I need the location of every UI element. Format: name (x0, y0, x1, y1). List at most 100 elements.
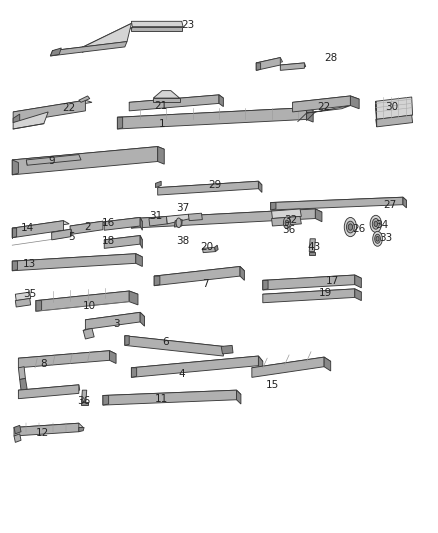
Polygon shape (271, 197, 406, 206)
Polygon shape (215, 245, 218, 252)
Text: 12: 12 (36, 428, 49, 438)
Text: 20: 20 (200, 243, 213, 252)
Polygon shape (12, 221, 69, 231)
Polygon shape (256, 58, 283, 67)
Polygon shape (79, 427, 84, 432)
Text: 5: 5 (68, 232, 75, 241)
Polygon shape (12, 254, 142, 264)
Polygon shape (376, 97, 413, 119)
Polygon shape (18, 351, 110, 368)
Polygon shape (315, 209, 322, 222)
Polygon shape (129, 291, 138, 305)
Polygon shape (103, 390, 241, 400)
Polygon shape (263, 280, 268, 290)
Polygon shape (256, 58, 280, 70)
Ellipse shape (285, 220, 289, 225)
Polygon shape (13, 114, 20, 123)
Polygon shape (188, 213, 202, 221)
Polygon shape (258, 356, 263, 371)
Polygon shape (18, 367, 25, 379)
Polygon shape (104, 217, 140, 230)
Polygon shape (13, 100, 85, 123)
Polygon shape (350, 96, 359, 109)
Text: 33: 33 (379, 233, 392, 243)
Polygon shape (154, 266, 240, 286)
Polygon shape (12, 147, 164, 163)
Polygon shape (81, 402, 88, 405)
Polygon shape (83, 328, 94, 339)
Polygon shape (140, 236, 142, 248)
Text: 26: 26 (353, 224, 366, 234)
Text: 10: 10 (83, 301, 96, 311)
Polygon shape (153, 98, 180, 102)
Text: 16: 16 (102, 218, 115, 228)
Polygon shape (263, 275, 361, 284)
Polygon shape (258, 181, 262, 192)
Polygon shape (36, 291, 129, 311)
Text: 6: 6 (162, 337, 169, 347)
Polygon shape (280, 63, 306, 69)
Text: 3: 3 (113, 319, 120, 329)
Polygon shape (12, 228, 17, 238)
Polygon shape (129, 95, 223, 106)
Ellipse shape (348, 224, 353, 230)
Ellipse shape (344, 217, 357, 237)
Polygon shape (70, 221, 103, 235)
Polygon shape (12, 147, 158, 175)
Polygon shape (174, 220, 182, 227)
Polygon shape (85, 312, 140, 329)
Polygon shape (307, 108, 313, 122)
Polygon shape (53, 23, 131, 51)
Polygon shape (293, 96, 359, 106)
Polygon shape (403, 197, 406, 208)
Polygon shape (50, 42, 127, 56)
Polygon shape (13, 100, 92, 114)
Polygon shape (104, 217, 142, 226)
Polygon shape (376, 115, 413, 127)
Polygon shape (18, 385, 79, 399)
Text: 15: 15 (266, 380, 279, 390)
Text: 18: 18 (102, 236, 115, 246)
Polygon shape (15, 298, 31, 307)
Polygon shape (131, 21, 183, 27)
Polygon shape (293, 96, 350, 112)
Polygon shape (256, 63, 261, 70)
Polygon shape (13, 112, 48, 129)
Polygon shape (129, 95, 219, 111)
Polygon shape (131, 356, 263, 373)
Polygon shape (52, 229, 71, 240)
Ellipse shape (283, 217, 290, 229)
Text: 32: 32 (285, 215, 298, 224)
Polygon shape (103, 390, 237, 405)
Text: 9: 9 (48, 156, 55, 166)
Polygon shape (166, 214, 191, 224)
Polygon shape (237, 390, 241, 404)
Polygon shape (355, 289, 361, 301)
Polygon shape (271, 203, 276, 210)
Polygon shape (85, 312, 145, 324)
Polygon shape (355, 275, 361, 288)
Polygon shape (36, 301, 42, 311)
Polygon shape (12, 221, 64, 238)
Text: 7: 7 (201, 279, 208, 288)
Polygon shape (20, 378, 27, 390)
Polygon shape (136, 254, 142, 266)
Text: 36: 36 (283, 225, 296, 235)
Polygon shape (125, 336, 223, 356)
Polygon shape (104, 236, 140, 248)
Text: 4: 4 (178, 369, 185, 379)
Text: 29: 29 (208, 181, 221, 190)
Polygon shape (149, 216, 167, 226)
Polygon shape (131, 356, 258, 377)
Polygon shape (221, 345, 233, 354)
Polygon shape (117, 108, 313, 120)
Polygon shape (131, 209, 315, 228)
Text: 36: 36 (78, 396, 91, 406)
Polygon shape (240, 266, 244, 280)
Polygon shape (309, 252, 315, 255)
Text: 27: 27 (383, 200, 396, 210)
Text: 2: 2 (84, 222, 91, 232)
Polygon shape (18, 351, 116, 361)
Polygon shape (15, 292, 31, 301)
Polygon shape (110, 351, 116, 364)
